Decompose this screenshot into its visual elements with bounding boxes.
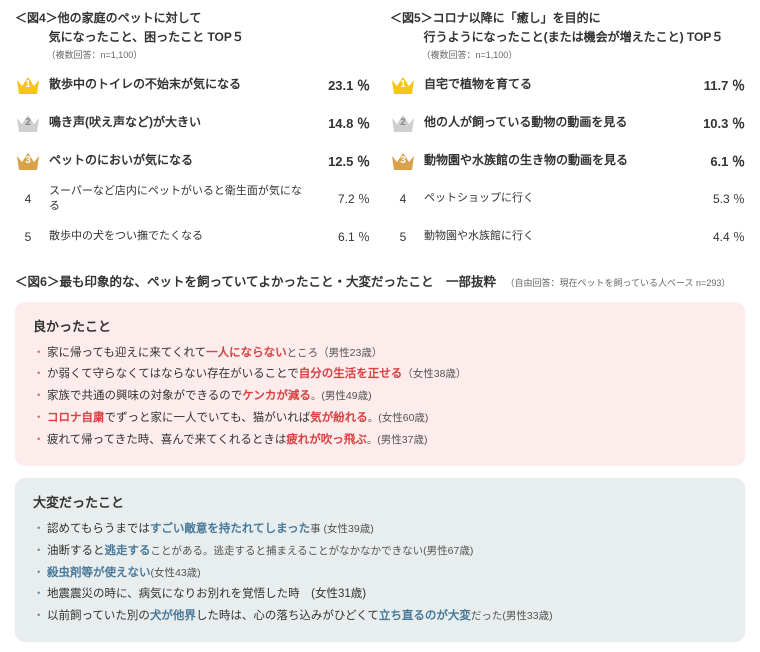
rank-number: 4 — [15, 192, 41, 206]
top-ranking-row: ＜図4＞他の家庭のペットに対して 気になったこと、困ったこと TOP５ （複数回… — [15, 10, 745, 253]
fig6-title-row: ＜図6＞最も印象的な、ペットを飼っていてよかったこと・大変だったこと 一部抜粋 … — [15, 271, 745, 290]
rank-row: 5散歩中の犬をつい撫でたくなる6.1 ％ — [15, 221, 370, 253]
rank-label: 動物園や水族館に行く — [416, 229, 685, 243]
fig4-title-l2: 気になったこと、困ったこと TOP５ — [15, 29, 370, 46]
rank-number: 4 — [390, 192, 416, 206]
panel-good-list: 家に帰っても迎えに来てくれて一人にならないところ（男性23歳）か弱くて守らなくて… — [33, 343, 727, 452]
panel-bad-list: 認めてもらうまではすごい敵意を持たれてしまった事 (女性39歳)油断すると逃走す… — [33, 519, 727, 628]
panel-good: 良かったこと 家に帰っても迎えに来てくれて一人にならないところ（男性23歳）か弱… — [15, 302, 745, 466]
crown-icon: 3 — [390, 150, 416, 172]
fig5-list: 1自宅で植物を育てる11.7 ％ 2他の人が飼っている動物の動画を見る10.3 ％… — [390, 69, 745, 253]
rank-label: 他の人が飼っている動物の動画を見る — [416, 115, 685, 131]
panel-bad: 大変だったこと 認めてもらうまではすごい敵意を持たれてしまった事 (女性39歳)… — [15, 478, 745, 642]
list-item: 地震震災の時に、病気になりお別れを覚悟した時 (女性31歳) — [33, 584, 727, 606]
rank-row: 2他の人が飼っている動物の動画を見る10.3 ％ — [390, 107, 745, 139]
fig4-sub: （複数回答：n=1,100） — [15, 48, 370, 61]
crown-icon: 2 — [390, 112, 416, 134]
fig4-column: ＜図4＞他の家庭のペットに対して 気になったこと、困ったこと TOP５ （複数回… — [15, 10, 370, 253]
rank-number: 5 — [15, 230, 41, 244]
rank-percent: 6.1 ％ — [685, 151, 745, 170]
rank-percent: 11.7 ％ — [685, 75, 745, 94]
crown-icon: 3 — [15, 150, 41, 172]
list-item: 殺虫剤等が使えない(女性43歳) — [33, 563, 727, 585]
crown-icon: 2 — [15, 112, 41, 134]
rank-label: 散歩中のトイレの不始末が気になる — [41, 77, 310, 93]
rank-percent: 12.5 ％ — [310, 151, 370, 170]
fig6-title: ＜図6＞最も印象的な、ペットを飼っていてよかったこと・大変だったこと 一部抜粋 — [15, 275, 496, 289]
fig5-sub: （複数回答：n=1,100） — [390, 48, 745, 61]
list-item: 以前飼っていた別の犬が他界した時は、心の落ち込みがひどくて立ち直るのが大変だった… — [33, 606, 727, 628]
rank-percent: 7.2 ％ — [310, 190, 370, 207]
rank-label: 散歩中の犬をつい撫でたくなる — [41, 229, 310, 243]
rank-percent: 4.4 ％ — [685, 228, 745, 245]
panel-bad-heading: 大変だったこと — [33, 492, 727, 511]
fig5-title-l1: ＜図5＞コロナ以降に「癒し」を目的に — [390, 10, 745, 27]
rank-number: 5 — [390, 230, 416, 244]
fig4-list: 1散歩中のトイレの不始末が気になる23.1 ％2鳴き声(吠え声など)が大きい14… — [15, 69, 370, 253]
rank-percent: 6.1 ％ — [310, 228, 370, 245]
list-item: 家に帰っても迎えに来てくれて一人にならないところ（男性23歳） — [33, 343, 727, 365]
rank-row: 3動物園や水族館の生き物の動画を見る6.1 ％ — [390, 145, 745, 177]
crown-icon: 1 — [15, 74, 41, 96]
rank-label: ペットショップに行く — [416, 191, 685, 205]
rank-row: 1散歩中のトイレの不始末が気になる23.1 ％ — [15, 69, 370, 101]
rank-row: 5動物園や水族館に行く4.4 ％ — [390, 221, 745, 253]
panel-good-heading: 良かったこと — [33, 316, 727, 335]
fig5-column: ＜図5＞コロナ以降に「癒し」を目的に 行うようになったこと(または機会が増えたこ… — [390, 10, 745, 253]
rank-row: 2鳴き声(吠え声など)が大きい14.8 ％ — [15, 107, 370, 139]
list-item: 認めてもらうまではすごい敵意を持たれてしまった事 (女性39歳) — [33, 519, 727, 541]
fig6-sub: （自由回答：現在ペットを飼っている人ベース n=293） — [505, 278, 730, 288]
rank-label: 動物園や水族館の生き物の動画を見る — [416, 153, 685, 169]
list-item: 疲れて帰ってきた時、喜んで来てくれるときは疲れが吹っ飛ぶ。(男性37歳) — [33, 430, 727, 452]
rank-label: スーパーなど店内にペットがいると衛生面が気になる — [41, 184, 310, 213]
fig5-title-l2: 行うようになったこと(または機会が増えたこと) TOP５ — [390, 29, 745, 46]
crown-icon: 1 — [390, 74, 416, 96]
rank-percent: 10.3 ％ — [685, 113, 745, 132]
fig4-title-l1: ＜図4＞他の家庭のペットに対して — [15, 10, 370, 27]
rank-percent: 23.1 ％ — [310, 75, 370, 94]
rank-label: 自宅で植物を育てる — [416, 77, 685, 93]
rank-percent: 14.8 ％ — [310, 113, 370, 132]
rank-row: 4スーパーなど店内にペットがいると衛生面が気になる7.2 ％ — [15, 183, 370, 215]
list-item: か弱くて守らなくてはならない存在がいることで自分の生活を正せる（女性38歳） — [33, 364, 727, 386]
rank-label: ペットのにおいが気になる — [41, 153, 310, 169]
list-item: コロナ自粛でずっと家に一人でいても、猫がいれば気が紛れる。(女性60歳) — [33, 408, 727, 430]
rank-percent: 5.3 ％ — [685, 190, 745, 207]
rank-label: 鳴き声(吠え声など)が大きい — [41, 115, 310, 131]
list-item: 家族で共通の興味の対象ができるのでケンカが減る。(男性49歳) — [33, 386, 727, 408]
list-item: 油断すると逃走することがある。逃走すると捕まえることがなかなかできない(男性67… — [33, 541, 727, 563]
rank-row: 4ペットショップに行く5.3 ％ — [390, 183, 745, 215]
rank-row: 3ペットのにおいが気になる12.5 ％ — [15, 145, 370, 177]
rank-row: 1自宅で植物を育てる11.7 ％ — [390, 69, 745, 101]
